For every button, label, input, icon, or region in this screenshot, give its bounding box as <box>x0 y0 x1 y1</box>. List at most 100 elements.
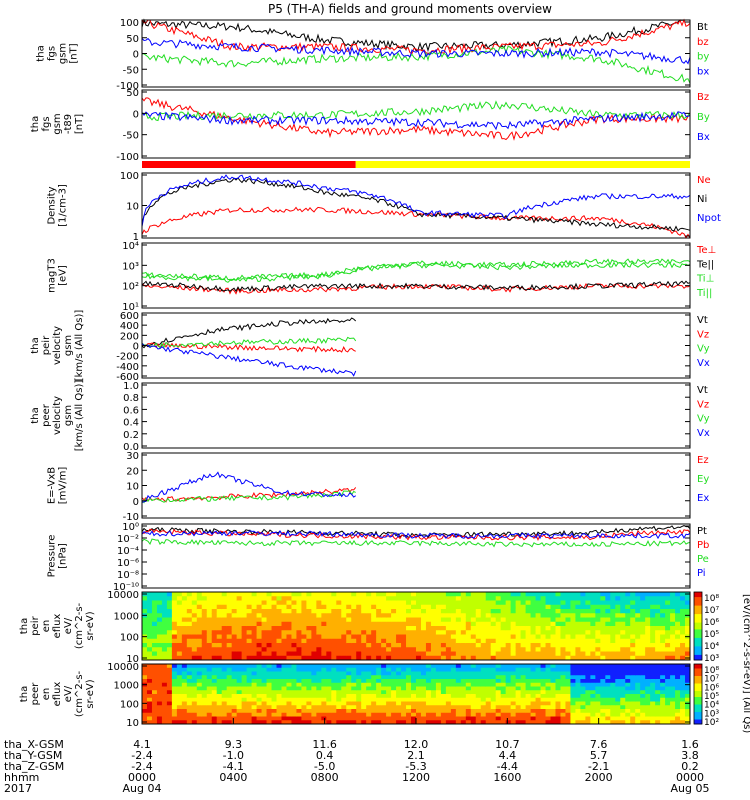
spectrogram-cell <box>500 686 507 691</box>
spectrogram-cell <box>286 675 292 680</box>
colorbar-swatch <box>694 648 702 651</box>
spectrogram-cell <box>460 634 467 640</box>
spectrogram-cell <box>296 667 302 672</box>
spectrogram-cell <box>440 690 447 695</box>
spectrogram-cell <box>485 647 492 652</box>
spectrogram-cell <box>455 621 462 627</box>
spectrogram-cell <box>351 690 357 695</box>
legend-entry: Npot <box>697 213 721 224</box>
spectrogram-cell <box>625 679 631 684</box>
spectrogram-cell <box>660 705 666 710</box>
spectrogram-cell <box>221 679 228 684</box>
spectrogram-cell <box>445 630 452 635</box>
spectrogram-cell <box>670 600 676 606</box>
spectrogram-cell <box>416 671 422 676</box>
spectrogram-cell <box>191 655 198 661</box>
spectrogram-cell <box>420 630 427 635</box>
spectrogram-cell <box>490 694 497 699</box>
spectrogram-cell <box>286 716 292 721</box>
ytick-label: -10 <box>123 512 139 523</box>
spectrogram-cell <box>336 609 342 614</box>
spectrogram-cell <box>655 638 661 644</box>
spectrogram-cell <box>331 596 337 601</box>
spectrogram-cell <box>181 712 188 717</box>
spectrogram-cell <box>201 626 208 631</box>
spectrogram-cell <box>435 682 442 687</box>
spectrogram-cell <box>675 613 681 618</box>
spectrogram-cell <box>680 682 686 687</box>
spectrogram-cell <box>381 675 387 680</box>
spectrogram-cell <box>166 709 173 714</box>
spectrogram-cell <box>485 709 492 714</box>
spectrogram-cell <box>361 647 367 652</box>
spectrogram-cell <box>420 690 427 695</box>
spectrogram-cell <box>545 592 552 597</box>
spectrogram-cell <box>356 690 362 695</box>
spectrogram-cell <box>326 690 332 695</box>
spectrogram-cell <box>460 592 467 597</box>
spectrogram-cell <box>670 651 676 657</box>
spectrogram-cell <box>570 613 576 618</box>
spectrogram-cell <box>640 671 646 676</box>
colorbar-swatch <box>694 592 702 595</box>
spectrogram-cell <box>221 716 228 721</box>
spectrogram-cell <box>520 667 527 672</box>
colorbar-tick: 10³ <box>704 709 719 719</box>
spectrogram-cell <box>525 671 532 676</box>
spectrogram-cell <box>530 655 537 661</box>
spectrogram-cell <box>201 655 208 661</box>
spectrogram-cell <box>296 709 302 714</box>
spectrogram-cell <box>246 604 253 610</box>
axis-label: peir <box>30 615 41 635</box>
spectrogram-cell <box>515 630 522 635</box>
spectrogram-cell <box>311 634 317 640</box>
spectrogram-cell <box>660 720 666 725</box>
spectrogram-cell <box>391 694 397 699</box>
spectrogram-cell <box>156 664 163 669</box>
spectrogram-cell <box>480 643 487 648</box>
spectrogram-cell <box>191 675 198 680</box>
spectrogram-cell <box>376 651 382 657</box>
spectrogram-cell <box>286 671 292 676</box>
spectrogram-cell <box>510 592 517 597</box>
spectrogram-cell <box>142 626 148 631</box>
ytick-label: 10000 <box>107 590 139 601</box>
spectrogram-cell <box>625 701 631 706</box>
spectrogram-cell <box>670 617 676 623</box>
spectrogram-cell <box>276 686 282 691</box>
spectrogram-cell <box>186 712 193 717</box>
spectrogram-cell <box>276 716 282 721</box>
spectrogram-cell <box>161 712 168 717</box>
spectrogram-cell <box>251 709 258 714</box>
spectrogram-cell <box>186 720 193 725</box>
spectrogram-cell <box>216 626 223 631</box>
time-axis-value: 7.6 <box>589 738 608 751</box>
legend-entry: Vy <box>697 414 710 425</box>
spectrogram-cell <box>351 679 357 684</box>
spectrogram-cell <box>261 682 268 687</box>
spectrogram-cell <box>615 617 621 623</box>
spectrogram-cell <box>331 667 337 672</box>
spectrogram-cell <box>341 600 347 606</box>
spectrogram-cell <box>670 686 676 691</box>
time-axis-value: -5.3 <box>405 760 427 773</box>
spectrogram-cell <box>455 675 462 680</box>
spectrogram-cell <box>286 643 292 648</box>
spectrogram-cell <box>181 643 188 648</box>
spectrogram-cell <box>396 638 402 644</box>
spectrogram-cell <box>301 604 307 610</box>
spectrogram-cell <box>600 720 606 725</box>
spectrogram-cell <box>585 667 591 672</box>
spectrogram-cell <box>256 651 263 657</box>
spectrogram-cell <box>311 638 317 644</box>
spectrogram-cell <box>361 655 367 661</box>
spectrogram-cell <box>510 664 517 669</box>
spectrogram-cell <box>346 651 352 657</box>
spectrogram-cell <box>665 716 671 721</box>
spectrogram-cell <box>595 667 601 672</box>
spectrogram-cell <box>221 609 228 614</box>
spectrogram-cell <box>286 613 292 618</box>
spectrogram-cell <box>386 675 392 680</box>
spectrogram-cell <box>371 630 377 635</box>
spectrogram-cell <box>525 621 532 627</box>
